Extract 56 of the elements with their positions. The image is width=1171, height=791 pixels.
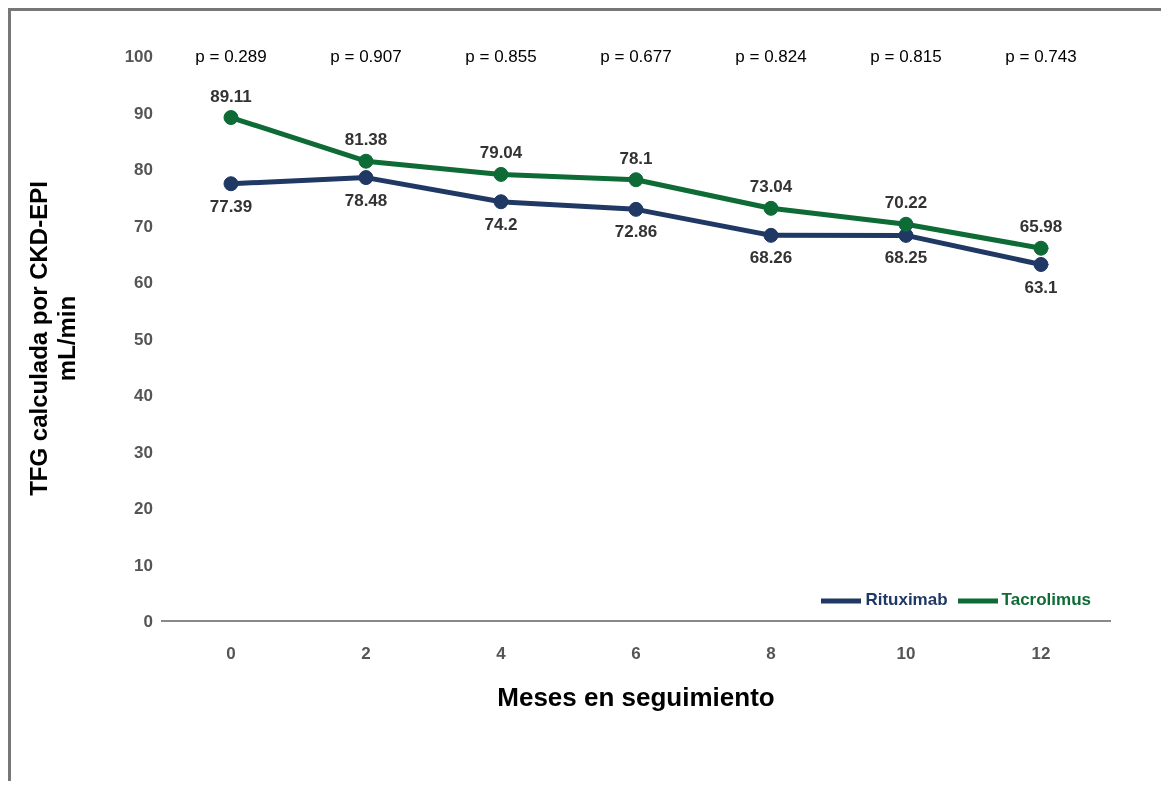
x-tick-label: 6 [631,644,641,664]
y-axis-title: TFG calculada por CKD-EPI mL/min [25,181,80,496]
point [628,201,644,217]
x-tick-label: 4 [496,644,507,664]
data-label: 73.04 [749,177,793,197]
y-tick-label: 20 [134,499,153,519]
point [358,153,374,169]
data-label: 79.04 [479,143,523,163]
point [628,172,644,188]
point [493,194,509,210]
y-tick-label: 40 [134,386,153,406]
y-tick-label: 60 [134,273,153,293]
x-tick-label: 2 [361,644,371,664]
annotation: p = 0.824 [735,47,807,67]
point [223,110,239,126]
data-label: 65.98 [1019,217,1063,237]
point [763,227,779,243]
data-label: 68.26 [749,248,793,268]
legend-label: Rituximab [865,590,948,610]
point [1033,256,1049,272]
x-tick-label: 0 [226,644,236,664]
annotation: p = 0.289 [195,47,267,67]
x-axis-title: Meses en seguimiento [497,682,775,712]
annotation: p = 0.677 [600,47,672,67]
annotation: p = 0.815 [870,47,942,67]
annotation: p = 0.855 [465,47,537,67]
annotation: p = 0.743 [1005,47,1077,67]
y-tick-label: 90 [134,103,153,123]
x-tick-label: 12 [1031,644,1051,664]
legend-label: Tacrolimus [1001,590,1091,610]
y-tick-label: 50 [134,329,153,349]
y-tick-label: 0 [143,612,153,632]
data-label: 78.1 [619,148,653,168]
data-label: 89.11 [210,86,252,106]
data-label: 81.38 [344,130,388,150]
data-label: 68.25 [884,248,928,268]
y-tick-label: 70 [134,216,153,236]
y-tick-label: 10 [134,555,153,575]
data-label: 77.39 [209,196,253,216]
data-label: 78.48 [344,190,388,210]
y-tick-label: 100 [124,47,153,67]
data-label: 70.22 [884,193,928,213]
y-tick-label: 30 [134,442,153,462]
point [1033,240,1049,256]
data-label: 72.86 [614,222,658,242]
x-tick-label: 8 [766,644,776,664]
data-label: 74.2 [484,214,518,234]
annotation: p = 0.907 [330,47,402,67]
y-tick-label: 80 [134,160,153,180]
point [223,176,239,192]
point [763,200,779,216]
point [898,216,914,232]
point [358,170,374,186]
data-label: 63.1 [1024,277,1058,297]
point [493,166,509,182]
x-tick-label: 10 [896,644,916,664]
